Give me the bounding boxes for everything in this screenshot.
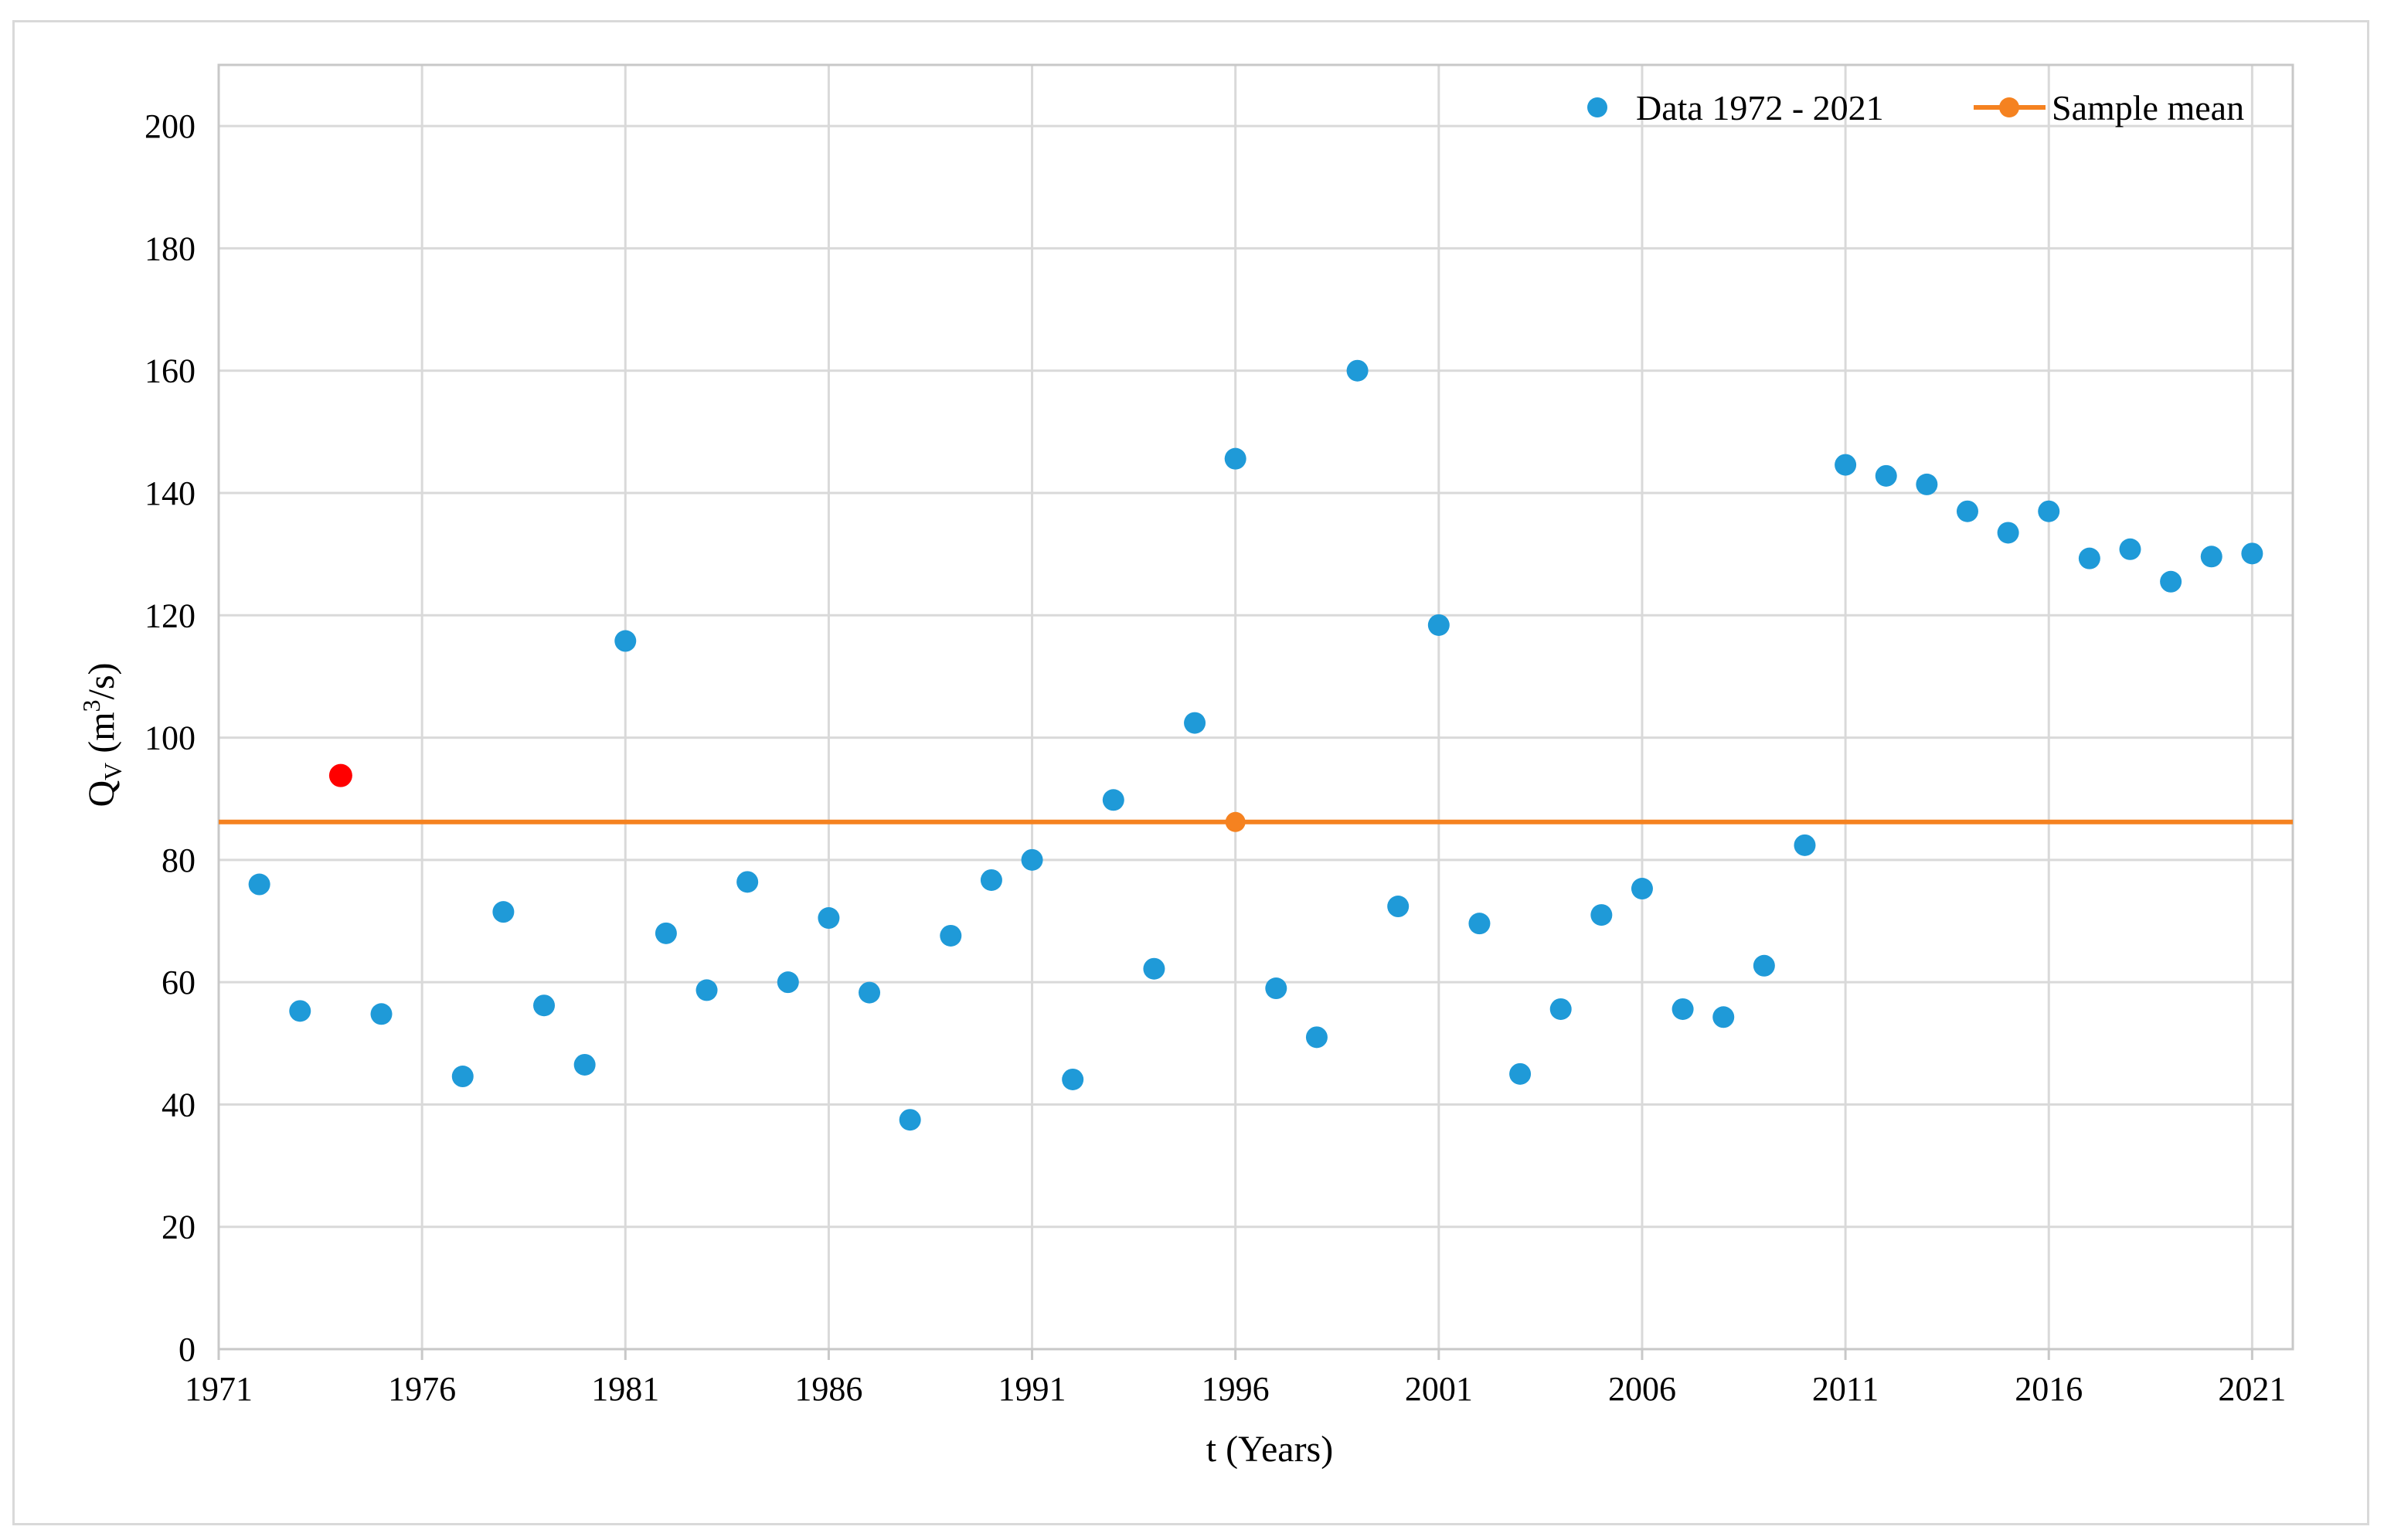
y-tick-label: 120 — [145, 597, 196, 634]
data-point — [1387, 896, 1410, 918]
data-point — [899, 1109, 921, 1131]
data-point — [1062, 1068, 1084, 1090]
highlighted-point — [328, 763, 352, 787]
data-point — [1143, 957, 1165, 980]
x-tick-label: 1986 — [794, 1370, 862, 1408]
x-tick-label: 1976 — [388, 1370, 456, 1408]
data-point — [2200, 546, 2222, 568]
plot-area — [217, 63, 2294, 1351]
data-point — [2119, 538, 2141, 560]
data-point — [1305, 1026, 1328, 1049]
data-point — [818, 907, 840, 930]
x-axis-title: t (Years) — [1206, 1429, 1333, 1470]
data-point — [1794, 834, 1816, 856]
y-axis-ticks: 0 20 40 60 80 100 120 140 160 180 200 — [145, 107, 196, 1368]
x-tick-label: 1981 — [591, 1370, 659, 1408]
data-point — [1753, 954, 1775, 977]
data-point — [1590, 904, 1613, 926]
data-point — [451, 1066, 474, 1088]
data-point — [370, 1003, 393, 1025]
y-tick-label: 60 — [162, 964, 196, 1001]
data-points — [248, 359, 2263, 1131]
y-tick-label: 20 — [162, 1209, 196, 1246]
data-point — [777, 971, 799, 994]
data-point — [980, 869, 1002, 891]
data-point — [1631, 878, 1653, 900]
data-point — [614, 630, 637, 652]
data-point — [859, 981, 881, 1004]
y-tick-label: 0 — [179, 1331, 196, 1368]
data-point — [940, 924, 962, 947]
x-tick-label: 1971 — [185, 1370, 253, 1408]
legend-marker-data — [1587, 97, 1607, 117]
data-point — [1997, 522, 2019, 544]
grid-lines — [219, 65, 2293, 1349]
x-tick-label: 2021 — [2218, 1370, 2286, 1408]
data-point — [1468, 913, 1491, 935]
chart-frame: 1971 1976 1981 1986 1991 1996 2001 2006 2011 2016… — [12, 20, 2369, 1525]
legend-label-data: Data 1972 - 2021 — [1636, 88, 1884, 127]
y-tick-label: 180 — [145, 229, 196, 267]
plot-area-border — [217, 63, 2294, 1351]
x-tick-label: 2016 — [2015, 1370, 2083, 1408]
x-tick-label: 2006 — [1608, 1370, 1676, 1408]
legend-label-mean: Sample mean — [2052, 88, 2244, 127]
x-tick-label: 1991 — [998, 1370, 1066, 1408]
data-point — [1835, 454, 1857, 476]
x-axis-ticks: 1971 1976 1981 1986 1991 1996 2001 2006 2011 2016… — [185, 1349, 2286, 1408]
data-point — [1875, 464, 1897, 487]
data-point — [248, 873, 270, 896]
data-point — [1956, 500, 1978, 522]
mean-line-group — [219, 811, 2293, 832]
data-point — [655, 922, 677, 944]
y-axis-title: QV (m3/s) — [77, 662, 127, 807]
scatter-chart: 1971 1976 1981 1986 1991 1996 2001 2006 2011 2016… — [77, 63, 2294, 1470]
y-tick-label: 40 — [162, 1086, 196, 1124]
data-point — [1021, 848, 1043, 871]
data-point — [1549, 998, 1572, 1020]
y-tick-label: 160 — [145, 352, 196, 390]
data-point — [695, 979, 718, 1001]
legend: Data 1972 - 2021 Sample mean — [1587, 88, 2244, 127]
data-point — [1427, 614, 1450, 636]
data-point — [573, 1053, 596, 1076]
data-point — [2078, 547, 2100, 569]
data-point — [2160, 570, 2182, 593]
data-point — [1346, 359, 1369, 382]
data-point — [492, 901, 515, 923]
data-point — [1672, 998, 1694, 1020]
data-point — [2241, 542, 2263, 565]
data-point — [1184, 712, 1206, 734]
x-tick-label: 2011 — [1812, 1370, 1879, 1408]
data-point — [1712, 1006, 1735, 1028]
data-point — [1224, 447, 1246, 470]
y-tick-label: 200 — [145, 107, 196, 145]
data-point — [1509, 1062, 1532, 1085]
mean-marker — [1225, 811, 1246, 832]
y-tick-label: 140 — [145, 474, 196, 512]
data-point — [2038, 500, 2060, 522]
x-tick-label: 2001 — [1405, 1370, 1473, 1408]
data-point — [1102, 789, 1124, 811]
data-point — [533, 994, 556, 1017]
data-point — [289, 1000, 311, 1022]
y-tick-label: 80 — [162, 841, 196, 879]
data-point — [736, 871, 759, 893]
y-tick-label: 100 — [145, 719, 196, 757]
legend-marker-mean — [1999, 97, 2019, 117]
x-tick-label: 1996 — [1202, 1370, 1270, 1408]
data-point — [1916, 473, 1938, 495]
data-point — [1265, 977, 1287, 1000]
